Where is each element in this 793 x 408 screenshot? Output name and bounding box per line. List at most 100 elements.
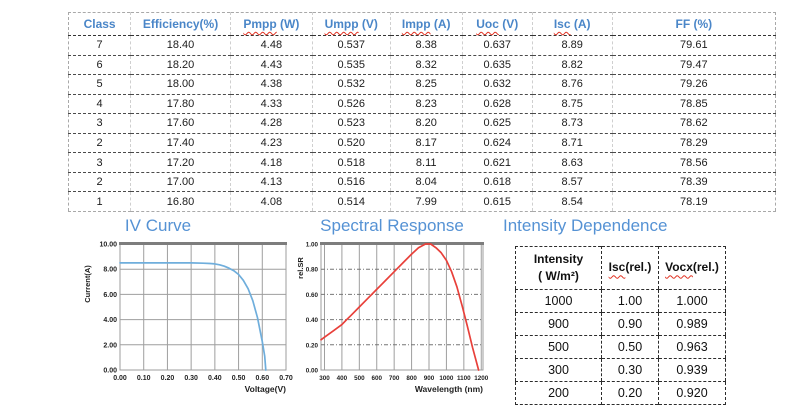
table-cell: 500 xyxy=(515,335,602,359)
svg-text:0.40: 0.40 xyxy=(208,375,222,382)
table-cell: 78.56 xyxy=(611,152,776,173)
chart-svg: 300 400 500 600 700 800 900 1000 1100 1200 0.00 0.2… xyxy=(296,242,489,395)
table-cell: 0.523 xyxy=(311,113,391,134)
table-cell: 8.75 xyxy=(531,94,613,115)
spectral-response-chart: 300 400 500 600 700 800 900 1000 1100 1200 0.00 0.2… xyxy=(295,237,491,408)
table-cell: 900 xyxy=(515,312,602,336)
intensity-table-body: 1000 1.00 1.000 900 0.90 0.989 500 0.50 0.963 300… xyxy=(515,289,726,405)
table-row: 3 17.20 4.18 0.518 8.11 0.621 8.63 78.56 xyxy=(68,152,776,173)
svg-text:0.00: 0.00 xyxy=(306,368,319,375)
header-text: (V) xyxy=(498,17,519,31)
iv-curve-chart: 0.00 0.10 0.20 0.30 0.40 0.50 0.60 0.70 0.00 2.00… xyxy=(80,239,295,408)
table-cell: 18.40 xyxy=(130,35,231,56)
header-text: (A) xyxy=(430,17,451,31)
table-cell: 17.20 xyxy=(130,152,231,173)
table-cell: 8.54 xyxy=(531,191,613,212)
table-cell: 16.80 xyxy=(130,191,231,212)
table-row: 7 18.40 4.48 0.537 8.38 0.637 8.89 79.61 xyxy=(68,35,776,56)
table-cell: 78.39 xyxy=(611,172,776,193)
table-cell: 4.23 xyxy=(229,133,313,154)
table-cell: 300 xyxy=(515,358,602,382)
table-cell: 4.18 xyxy=(229,152,313,173)
column-header: Uoc (V) xyxy=(461,12,533,36)
column-header: Efficiency(%) xyxy=(130,12,231,36)
table-cell: 1000 xyxy=(515,289,602,313)
column-header: Impp (A) xyxy=(389,12,463,36)
header-text-misspelled: Isc xyxy=(608,260,626,275)
table-cell: 8.20 xyxy=(389,113,463,134)
table-cell: 0.989 xyxy=(658,312,726,336)
column-header: Pmpp (W) xyxy=(229,12,313,36)
table-cell: 79.26 xyxy=(611,74,776,95)
table-cell: 0.535 xyxy=(311,55,391,76)
table-row: 5 18.00 4.38 0.532 8.25 0.632 8.76 79.26 xyxy=(68,74,776,95)
table-row: 200 0.20 0.920 xyxy=(516,381,726,405)
y-axis-label: rel.SR xyxy=(296,257,305,279)
table-cell: 0.90 xyxy=(601,312,659,336)
svg-text:0.10: 0.10 xyxy=(137,375,151,382)
table-row: 6 18.20 4.43 0.535 8.32 0.635 8.82 79.47 xyxy=(68,55,776,76)
svg-text:10.00: 10.00 xyxy=(99,242,117,249)
table-cell: 8.23 xyxy=(389,94,463,115)
table-cell: 78.29 xyxy=(611,133,776,154)
axis-tick-labels: 300 400 500 600 700 800 900 1000 1100 1200 0.00 0.2… xyxy=(306,242,489,383)
table-cell: 8.89 xyxy=(531,35,613,56)
svg-text:1.00: 1.00 xyxy=(306,242,319,249)
table-cell: 0.637 xyxy=(461,35,533,56)
svg-text:500: 500 xyxy=(354,375,365,382)
table-row: 3 17.60 4.28 0.523 8.20 0.625 8.73 78.62 xyxy=(68,113,776,134)
table-cell: 4.38 xyxy=(229,74,313,95)
column-header: Isc (A) xyxy=(531,12,613,36)
table-cell: 0.50 xyxy=(601,335,659,359)
x-axis-label: Wavelength (nm) xyxy=(415,384,483,394)
table-cell: 0.621 xyxy=(461,152,533,173)
table-row: 300 0.30 0.939 xyxy=(515,358,726,382)
intensity-dependence-title: Intensity Dependence xyxy=(503,216,668,235)
header-text: (W) xyxy=(276,17,300,31)
table-cell: 0.30 xyxy=(601,358,659,382)
column-header: FF (%) xyxy=(611,12,776,36)
table-cell: 8.38 xyxy=(389,35,463,56)
table-cell: 7 xyxy=(68,35,131,56)
intensity-table-header-row: Intensity ( W/m²) Isc(rel.) Vocx(rel.) xyxy=(515,246,726,290)
table-cell: 8.17 xyxy=(389,133,463,154)
main-table-head: Class Efficiency(%) Pmpp (W) Umpp (V) Impp (… xyxy=(68,12,776,36)
svg-text:0.60: 0.60 xyxy=(306,292,319,299)
table-cell: 8.57 xyxy=(531,172,613,193)
table-cell: 78.85 xyxy=(611,94,776,115)
header-line: Intensity xyxy=(533,251,584,266)
svg-text:0.40: 0.40 xyxy=(306,317,319,324)
table-cell: 0.632 xyxy=(461,74,533,95)
svg-text:0.50: 0.50 xyxy=(232,375,246,382)
table-cell: 0.518 xyxy=(311,152,391,173)
table-cell: 3 xyxy=(68,152,131,173)
plot-area xyxy=(320,243,484,371)
column-header: Umpp (V) xyxy=(311,12,391,36)
svg-text:6.00: 6.00 xyxy=(103,292,117,299)
table-cell: 78.62 xyxy=(611,113,776,134)
table-cell: 17.00 xyxy=(130,172,231,193)
table-row: 2 17.00 4.13 0.516 8.04 0.618 8.57 78.39 xyxy=(68,172,776,193)
svg-text:1000: 1000 xyxy=(439,375,454,382)
table-cell: 17.60 xyxy=(130,113,231,134)
data-curve xyxy=(119,262,267,371)
svg-text:800: 800 xyxy=(406,375,417,382)
table-cell: 4.08 xyxy=(229,191,313,212)
x-axis-label: Voltage(V) xyxy=(245,384,287,394)
table-cell: 0.526 xyxy=(311,94,391,115)
table-cell: 4 xyxy=(68,94,131,115)
header-text-misspelled: Vocx xyxy=(665,260,693,275)
table-cell: 1 xyxy=(68,191,131,212)
table-row: 4 17.80 4.33 0.526 8.23 0.628 8.75 78.85 xyxy=(68,94,776,115)
table-cell: 4.48 xyxy=(229,35,313,56)
svg-text:0.80: 0.80 xyxy=(306,267,319,274)
table-cell: 18.00 xyxy=(130,74,231,95)
header-text-misspelled: Impp xyxy=(401,17,431,31)
table-cell: 8.71 xyxy=(531,133,613,154)
intensity-table-head: Intensity ( W/m²) Isc(rel.) Vocx(rel.) xyxy=(515,246,726,290)
table-cell: 18.20 xyxy=(130,55,231,76)
table-cell: 0.920 xyxy=(658,381,726,405)
svg-text:300: 300 xyxy=(319,375,330,382)
table-cell: 0.628 xyxy=(461,94,533,115)
